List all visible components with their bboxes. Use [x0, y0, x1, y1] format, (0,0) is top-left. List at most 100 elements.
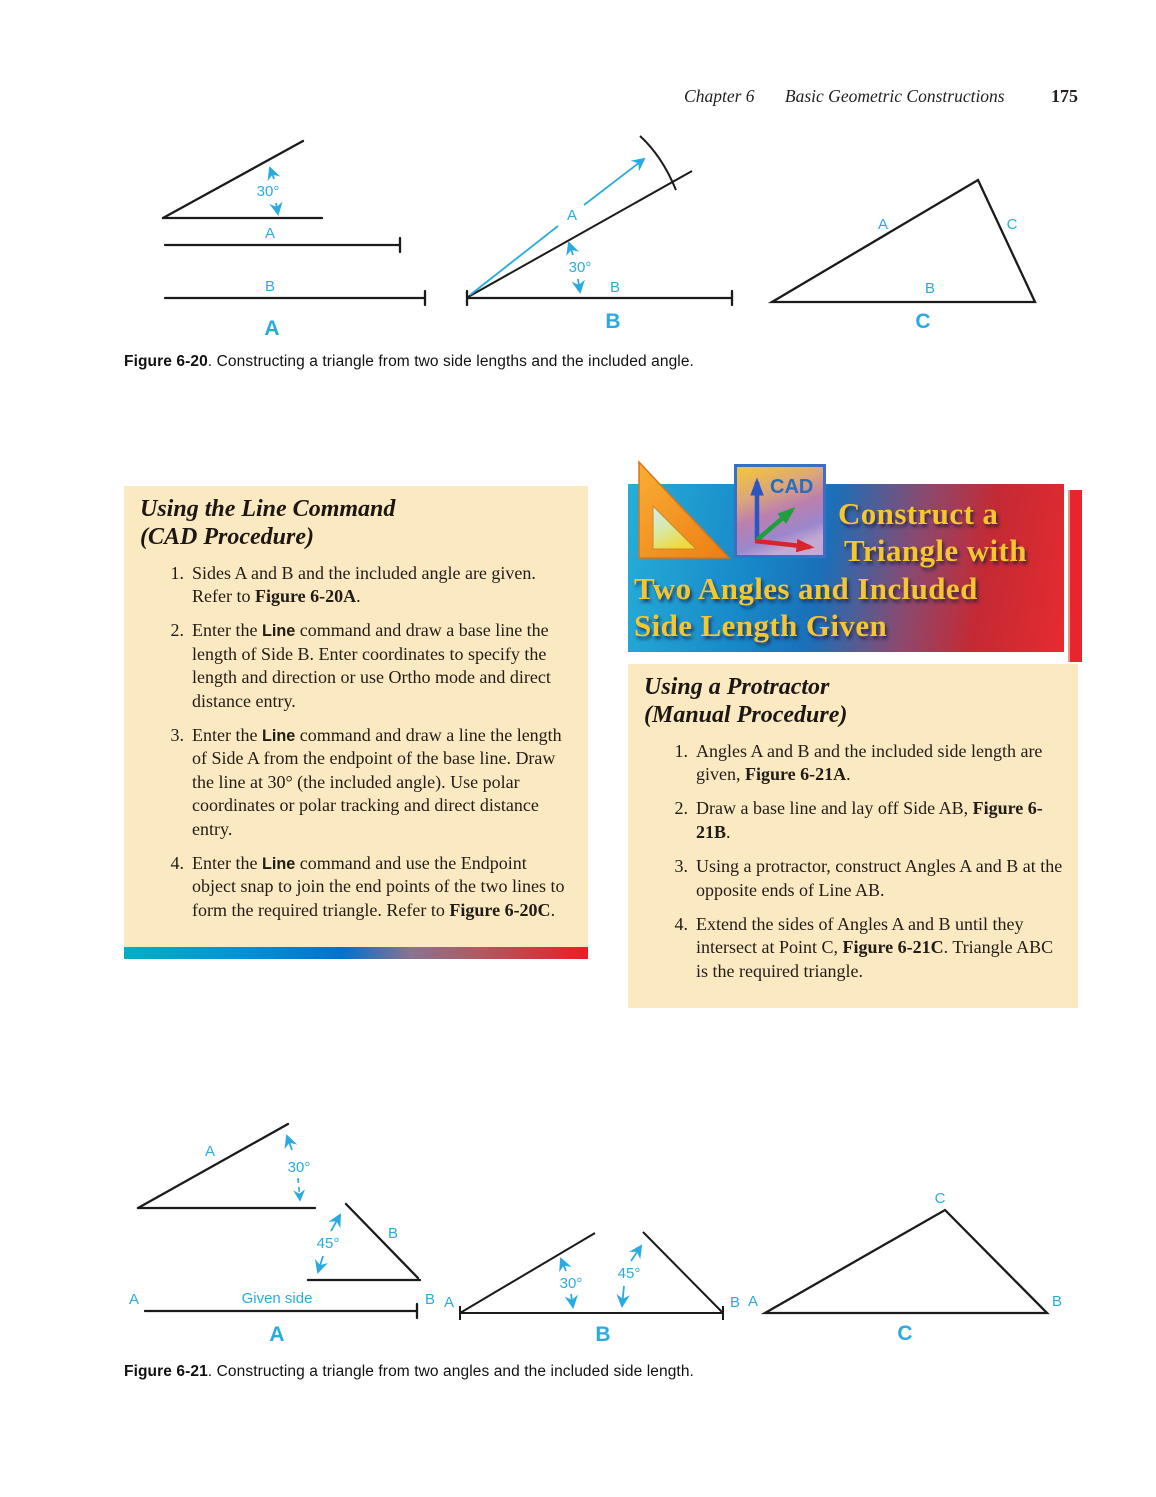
angle-45-arrow-down: [616, 1285, 630, 1309]
vertex-c-label: C: [935, 1190, 946, 1207]
banner-title-line-3: Two Angles and Included: [634, 571, 978, 606]
angle-b-arrow-up: [328, 1213, 341, 1232]
cad-ucs-icon: CAD: [734, 464, 826, 558]
angle-b-upper-line: [344, 1202, 420, 1280]
angle-arrow-down: [571, 278, 585, 295]
figure-6-21-caption: Figure 6-21. Constructing a triangle fro…: [124, 1363, 904, 1381]
step-2: 2. Enter the Line command and draw a bas…: [140, 619, 574, 713]
panel-letter: C: [915, 310, 930, 333]
fig620-panel-b: A 30° B B: [465, 135, 734, 333]
given-side-line: [143, 1302, 419, 1320]
angle-arrow-down: [269, 201, 283, 216]
angle-30-line: [459, 1232, 596, 1314]
caption-text: . Constructing a triangle from two angle…: [207, 1363, 694, 1380]
panel-letter: A: [264, 317, 279, 340]
step-number: 1.: [674, 740, 689, 761]
angle-30-label: 30°: [560, 1275, 583, 1292]
procedure-steps: 1. Angles A and B and the included side …: [644, 740, 1064, 984]
triangle: [760, 1208, 1050, 1315]
fig621-panel-c: A B C C: [748, 1190, 1062, 1345]
angle-a-name: A: [205, 1143, 215, 1160]
arc-tick: [639, 135, 677, 191]
step-2: 2. Draw a base line and lay off Side AB,…: [644, 797, 1064, 844]
panel-letter: B: [595, 1323, 610, 1346]
angle-b-arrow-down: [314, 1255, 328, 1274]
figure-6-21-diagrams: A 30° B 45° A B Given side A 30°: [129, 1122, 1062, 1346]
measure-ray-2: [583, 157, 646, 206]
figure-6-20-diagrams: 30° A B A A 30° B B A C B C: [161, 135, 1037, 340]
panel-letter: B: [605, 310, 620, 333]
drafting-triangle-icon: [638, 460, 731, 559]
banner-title-line-4: Side Length Given: [634, 608, 888, 643]
angle-side-line: [161, 139, 305, 220]
manual-procedure-box: Using a Protractor (Manual Procedure) 1.…: [628, 664, 1078, 1009]
base-line: [465, 289, 734, 307]
step-number: 4.: [170, 852, 185, 873]
angle-a-arrow-up: [284, 1134, 298, 1151]
step-text: Enter the Line command and draw a line t…: [192, 724, 562, 839]
angle-a-arrow-down: [293, 1177, 306, 1202]
fig620-panel-a: 30° A B A: [161, 139, 427, 340]
step-4: 4. Enter the Line command and use the En…: [140, 852, 574, 922]
step-text: Angles A and B and the included side len…: [696, 740, 1043, 785]
angle-45-label: 45°: [618, 1265, 641, 1282]
axis-diagonal-arrow: [755, 507, 796, 542]
panel-letter: A: [269, 1323, 284, 1346]
heading-line-2: (Manual Procedure): [644, 702, 848, 729]
step-3: 3. Using a protractor, construct Angles …: [644, 855, 1064, 902]
step-text: Enter the Line command and draw a base l…: [192, 620, 551, 711]
step-number: 3.: [170, 724, 185, 745]
angle-a-upper-line: [136, 1122, 290, 1210]
measure-ray-1: [469, 225, 559, 296]
heading-line-2: (CAD Procedure): [140, 524, 314, 551]
heading-line-1: Using the Line Command: [140, 496, 396, 522]
endpoint-b-label: B: [730, 1294, 740, 1311]
banner-gradient-background: [628, 484, 1064, 652]
banner-title-line-1: Construct a: [838, 496, 999, 531]
page-number: 175: [1051, 86, 1078, 106]
procedure-heading: Using the Line Command (CAD Procedure): [140, 495, 574, 552]
caption-label: Figure 6-20: [124, 353, 208, 370]
endpoint-b-label: B: [425, 1291, 435, 1308]
given-line-b: [163, 289, 427, 307]
cad-procedure-box: Using the Line Command (CAD Procedure) 1…: [124, 486, 588, 960]
section-banner: CAD Construct a Triangle with Two Angles…: [628, 460, 1082, 662]
angle-45-arrow-up: [629, 1244, 643, 1262]
rainbow-divider-bar: [124, 947, 588, 960]
side-b-label: B: [925, 280, 935, 297]
line-b-label: B: [265, 278, 275, 295]
step-number: 1.: [170, 562, 185, 583]
angle-value-label: 30°: [257, 183, 280, 200]
side-a-label: A: [878, 216, 888, 233]
angle-b-name: B: [388, 1225, 398, 1242]
banner-title-line-2: Triangle with: [844, 533, 1027, 568]
step-number: 2.: [674, 798, 689, 819]
step-4: 4. Extend the sides of Angles A and B un…: [644, 913, 1064, 983]
caption-label: Figure 6-21: [124, 1363, 208, 1380]
fig621-panel-a: A 30° B 45° A B Given side A: [129, 1122, 435, 1346]
panel-letter: C: [897, 1322, 912, 1345]
step-text: Sides A and B and the included angle are…: [192, 562, 536, 607]
angle-45-line: [642, 1231, 724, 1314]
chapter-title: Basic Geometric Constructions: [784, 86, 1005, 106]
procedure-heading: Using a Protractor (Manual Procedure): [644, 673, 1064, 730]
angle-a-value: 30°: [288, 1159, 311, 1176]
figure-6-20-caption: Figure 6-20. Constructing a triangle fro…: [124, 353, 884, 371]
side-c-label: C: [1007, 216, 1018, 233]
line-a-label: A: [265, 225, 275, 242]
given-line-a: [163, 236, 402, 254]
angle-arrow-up: [267, 166, 281, 182]
step-text: Using a protractor, construct Angles A a…: [696, 856, 1063, 900]
angle-arrow-up: [566, 241, 580, 257]
vertex-a-label: A: [748, 1293, 758, 1310]
angle-30-arrow-up: [559, 1257, 572, 1273]
angle-b-value: 45°: [317, 1235, 340, 1252]
step-text: Extend the sides of Angles A and B until…: [696, 913, 1054, 981]
base-line: [459, 1306, 724, 1320]
angled-line: [467, 170, 693, 298]
fig620-panel-c: A C B C: [767, 178, 1037, 333]
axis-right-arrow: [754, 538, 815, 553]
endpoint-a-label: A: [444, 1294, 454, 1311]
step-3: 3. Enter the Line command and draw a lin…: [140, 724, 574, 841]
